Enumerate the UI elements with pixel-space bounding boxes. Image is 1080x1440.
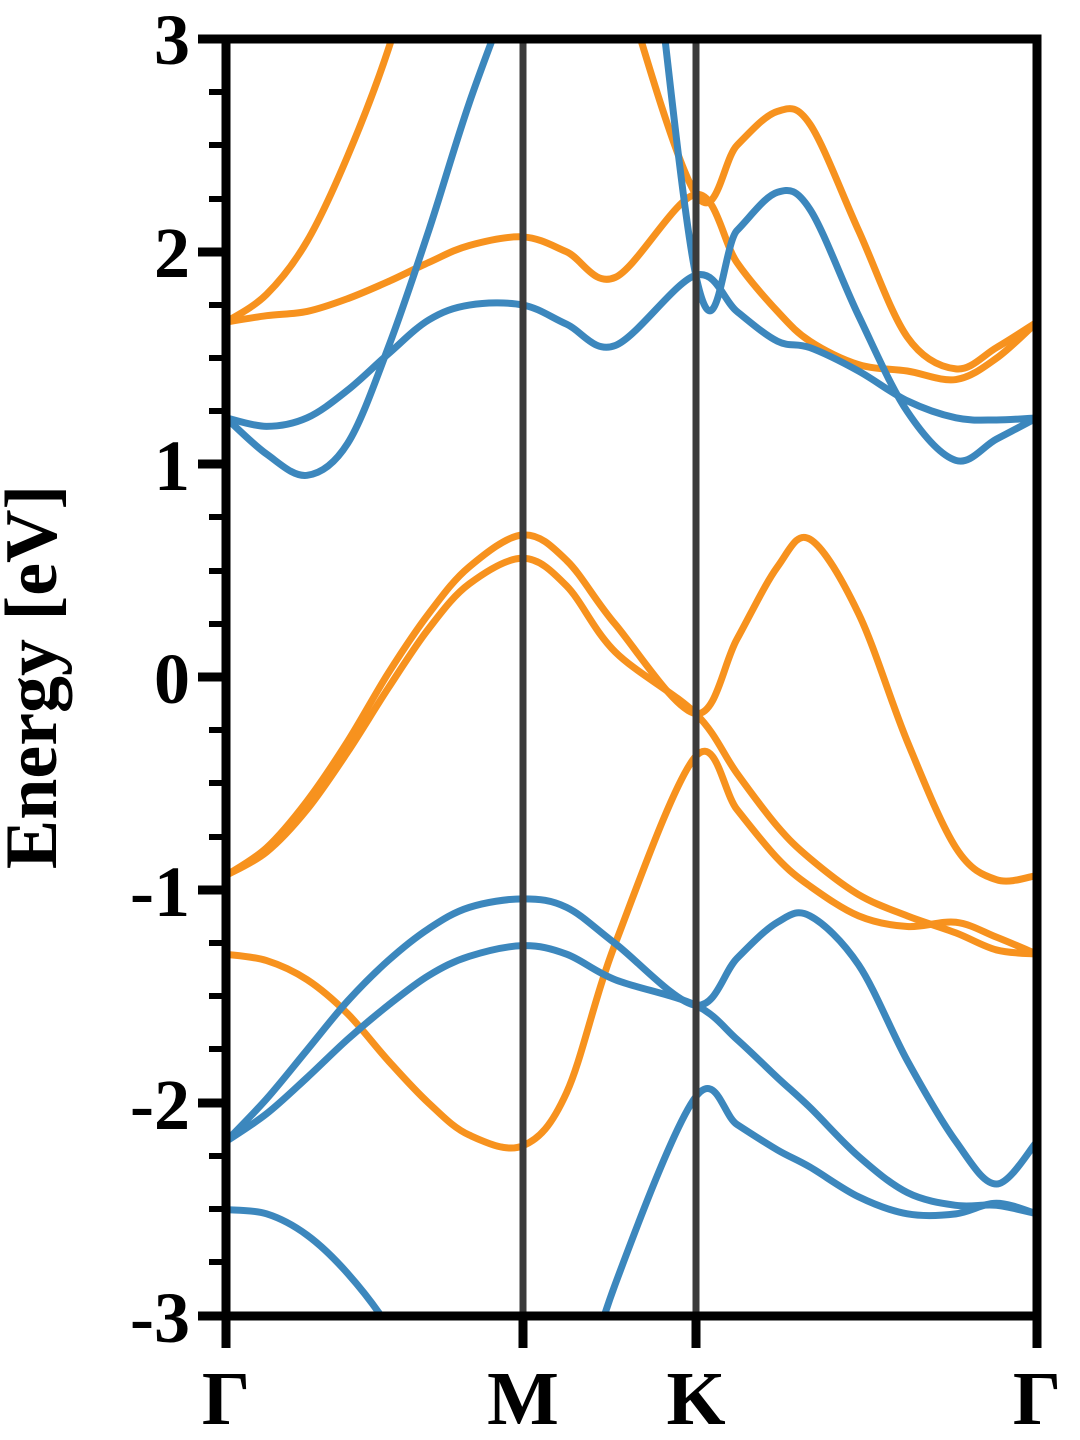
y-tick-label-neg1: -1 — [130, 852, 190, 932]
x-tick-label-m: M — [487, 1357, 559, 1440]
y-tick-label-0: 0 — [154, 639, 190, 719]
x-tick-label-gamma-left: Γ — [202, 1357, 250, 1440]
y-tick-label-2: 2 — [154, 213, 190, 293]
band-curve-10 — [226, 1085, 1037, 1316]
x-tick-label-gamma-right: Γ — [1013, 1357, 1061, 1440]
x-ticks — [221, 1316, 1042, 1348]
band-curve-2 — [226, 190, 1037, 384]
band-curve-7 — [226, 747, 1037, 1152]
band-curve-6 — [226, 554, 1037, 958]
band-curves-group — [226, 39, 1037, 1316]
x-tick-label-k: K — [666, 1357, 725, 1440]
y-axis-title: Energy [eV] — [0, 485, 73, 869]
y-minor-ticks — [209, 89, 226, 1265]
y-major-ticks — [198, 34, 226, 1321]
plot-background — [226, 39, 1037, 1316]
y-tick-label-1: 1 — [154, 426, 190, 506]
y-tick-label-neg2: -2 — [130, 1065, 190, 1145]
y-tick-label-neg3: -3 — [130, 1278, 190, 1358]
band-curve-8 — [226, 895, 1037, 1188]
band-curve-9 — [226, 942, 1037, 1218]
band-curve-5 — [226, 531, 1037, 885]
band-curve-1 — [226, 39, 1037, 373]
band-curve-4 — [226, 271, 1037, 430]
y-tick-label-3: 3 — [154, 0, 190, 80]
